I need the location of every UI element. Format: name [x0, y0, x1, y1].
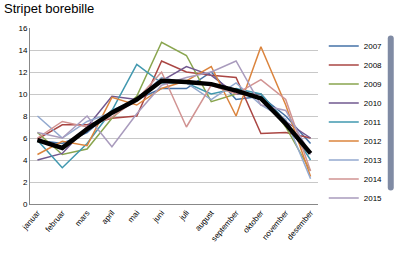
svg-text:2009: 2009 [364, 80, 382, 89]
svg-text:2014: 2014 [364, 175, 382, 184]
svg-text:2010: 2010 [364, 99, 382, 108]
svg-text:Stripet borebille: Stripet borebille [4, 1, 94, 16]
svg-text:september: september [209, 208, 240, 243]
svg-text:2012: 2012 [364, 137, 382, 146]
svg-text:2011: 2011 [364, 118, 382, 127]
svg-text:16: 16 [18, 24, 27, 33]
svg-text:14: 14 [18, 46, 27, 55]
svg-text:januar: januar [20, 208, 42, 232]
svg-text:2015: 2015 [364, 194, 382, 203]
svg-text:mai: mai [126, 209, 141, 225]
svg-text:oktober: oktober [241, 208, 265, 234]
svg-text:12: 12 [18, 68, 27, 77]
svg-text:2013: 2013 [364, 156, 382, 165]
svg-text:desember: desember [285, 208, 315, 241]
svg-text:6: 6 [23, 134, 28, 143]
svg-text:april: april [100, 209, 117, 227]
svg-text:februar: februar [44, 208, 67, 233]
svg-text:juni: juni [151, 209, 167, 225]
svg-text:10: 10 [18, 90, 27, 99]
svg-text:2008: 2008 [364, 61, 382, 70]
svg-text:8: 8 [23, 112, 28, 121]
svg-text:november: november [261, 208, 291, 241]
svg-text:mars: mars [73, 209, 91, 228]
svg-text:2007: 2007 [364, 42, 382, 51]
svg-text:4: 4 [23, 156, 28, 165]
svg-text:juli: juli [177, 209, 191, 223]
svg-text:0: 0 [23, 200, 28, 209]
svg-text:august: august [193, 208, 216, 233]
svg-text:2: 2 [23, 178, 28, 187]
